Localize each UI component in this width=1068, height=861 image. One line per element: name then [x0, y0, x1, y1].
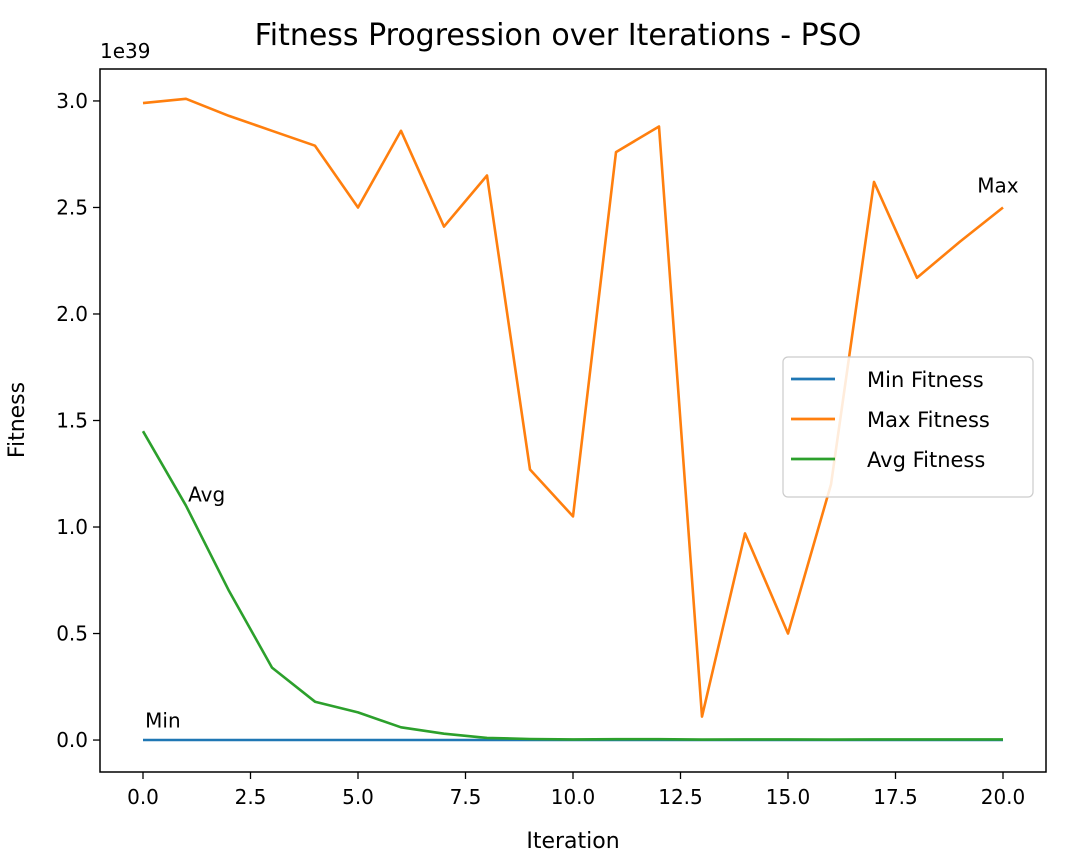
- legend-label-avg-fitness: Avg Fitness: [867, 448, 985, 472]
- x-axis: 0.0 2.5 5.0 7.5 10.0 12.5 15.0 17.5 20.0: [127, 772, 1025, 809]
- legend: Min Fitness Max Fitness Avg Fitness: [782, 356, 1034, 498]
- x-tick-label: 0.0: [127, 785, 159, 809]
- annotation-avg: Avg: [188, 482, 225, 506]
- chart-title: Fitness Progression over Iterations - PS…: [255, 18, 862, 53]
- legend-box: [782, 356, 1034, 498]
- x-tick-label: 5.0: [342, 785, 374, 809]
- y-tick-label: 2.5: [56, 195, 88, 219]
- y-axis: 0.0 0.5 1.0 1.5 2.0 2.5 3.0: [56, 89, 100, 752]
- x-tick-label: 17.5: [873, 785, 918, 809]
- x-axis-label: Iteration: [526, 829, 619, 854]
- y-tick-label: 0.5: [56, 622, 88, 646]
- y-tick-label: 1.5: [56, 409, 88, 433]
- x-tick-label: 15.0: [766, 785, 811, 809]
- x-tick-label: 7.5: [450, 785, 482, 809]
- x-tick-label: 12.5: [658, 785, 703, 809]
- x-tick-label: 2.5: [235, 785, 267, 809]
- series-line-avg-fitness: [141, 430, 1003, 741]
- series-line-max-fitness: [142, 97, 1004, 718]
- y-offset-label: 1e39: [100, 39, 150, 63]
- legend-label-min-fitness: Min Fitness: [867, 368, 984, 392]
- x-tick-label: 20.0: [981, 785, 1026, 809]
- y-tick-label: 2.0: [56, 302, 88, 326]
- y-tick-label: 3.0: [56, 89, 88, 113]
- x-tick-label: 10.0: [551, 785, 596, 809]
- y-axis-label: Fitness: [5, 382, 30, 458]
- annotation-max: Max: [977, 174, 1019, 198]
- legend-label-max-fitness: Max Fitness: [867, 408, 990, 432]
- annotations: Max Avg Min: [145, 174, 1019, 733]
- plot-area: [141, 97, 1004, 742]
- y-tick-label: 1.0: [56, 515, 88, 539]
- annotation-min: Min: [145, 708, 181, 732]
- y-tick-label: 0.0: [56, 728, 88, 752]
